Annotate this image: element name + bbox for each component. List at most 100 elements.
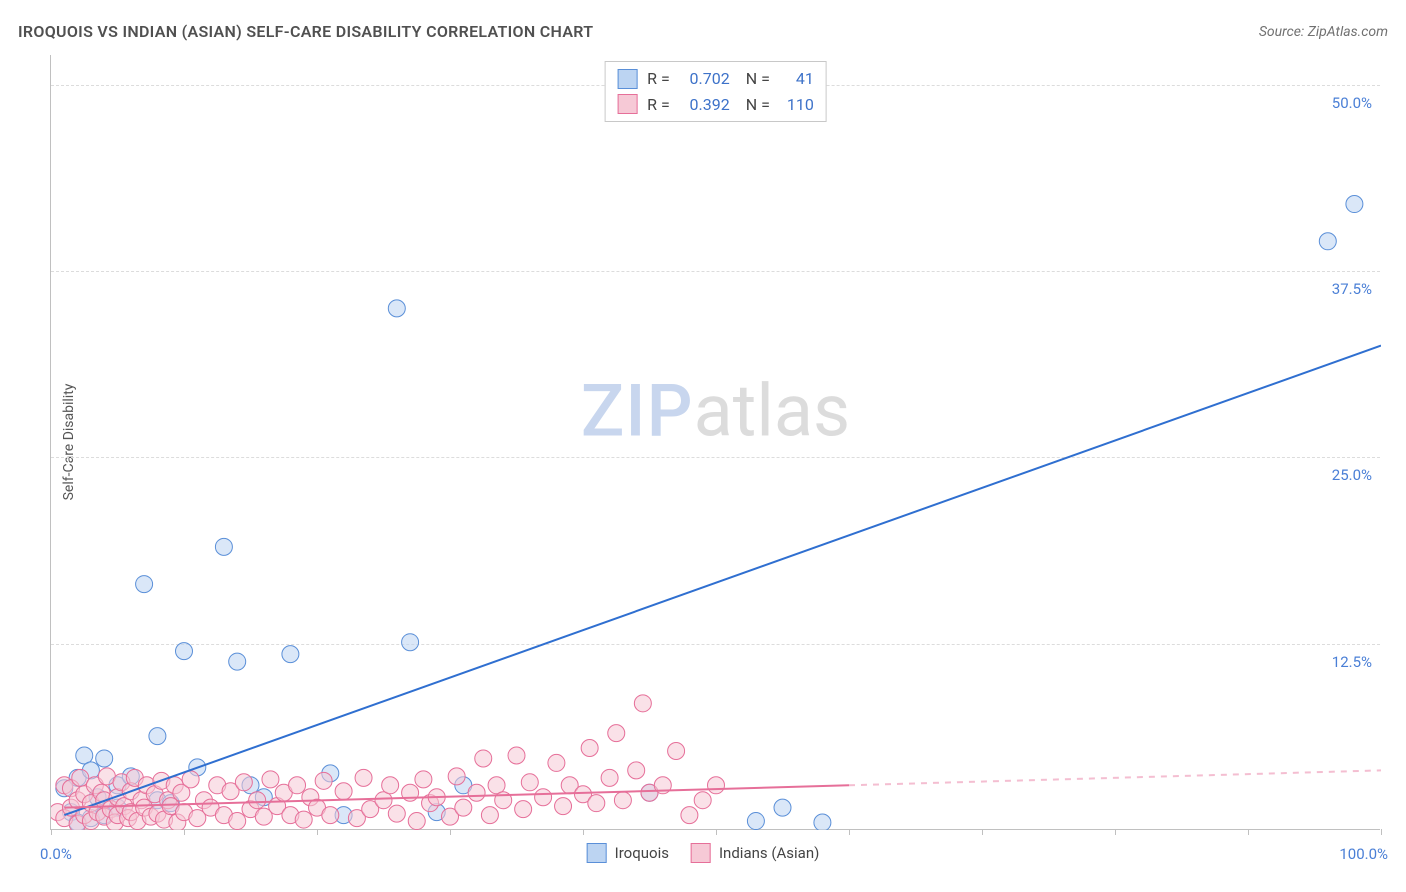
scatter-layer [51, 55, 1381, 830]
data-point [82, 810, 99, 827]
data-point [1319, 233, 1336, 250]
data-point [614, 792, 631, 809]
gridline-h [51, 271, 1380, 272]
data-point [69, 814, 86, 830]
data-point [355, 769, 372, 786]
data-point [608, 725, 625, 742]
chart-title: IROQUOIS VS INDIAN (ASIAN) SELF-CARE DIS… [18, 22, 593, 41]
x-tick [849, 829, 850, 835]
data-point [153, 772, 170, 789]
data-point [814, 814, 831, 830]
x-tick [583, 829, 584, 835]
data-point [422, 795, 439, 812]
data-point [634, 695, 651, 712]
data-point [62, 804, 79, 821]
legend-r-value: 0.392 [680, 92, 730, 118]
data-point [109, 789, 126, 806]
data-point [242, 801, 259, 818]
data-point [229, 813, 246, 830]
x-tick [184, 829, 185, 835]
source-label: Source: ZipAtlas.com [1259, 24, 1388, 40]
data-point [102, 801, 119, 818]
data-point [160, 792, 177, 809]
data-point [581, 740, 598, 757]
data-point [82, 813, 99, 830]
data-point [146, 786, 163, 803]
x-tick [51, 829, 52, 835]
trend-line [64, 785, 849, 807]
data-point [601, 769, 618, 786]
x-tick [1381, 829, 1382, 835]
data-point [113, 774, 130, 791]
data-point [495, 792, 512, 809]
legend-series: IroquoisIndians (Asian) [587, 843, 820, 863]
data-point [215, 807, 232, 824]
gridline-h [51, 644, 1380, 645]
watermark: ZIPatlas [581, 369, 850, 454]
data-point [82, 795, 99, 812]
data-point [76, 807, 93, 824]
data-point [122, 768, 139, 785]
legend-n-label: N = [746, 66, 770, 92]
data-point [708, 777, 725, 794]
data-point [138, 777, 155, 794]
gridline-h [51, 457, 1380, 458]
data-point [309, 799, 326, 816]
data-point [69, 816, 86, 830]
legend-swatch [617, 69, 637, 89]
data-point [269, 798, 286, 815]
legend-swatch [691, 843, 711, 863]
watermark-atlas: atlas [694, 369, 851, 454]
data-point [561, 777, 578, 794]
data-point [455, 777, 472, 794]
data-point [475, 750, 492, 767]
x-max-label: 100.0% [1339, 845, 1388, 863]
data-point [162, 795, 179, 812]
legend-n-value: 41 [780, 66, 814, 92]
data-point [109, 799, 126, 816]
data-point [428, 789, 445, 806]
data-point [641, 784, 658, 801]
data-point [448, 768, 465, 785]
y-tick-label: 50.0% [1332, 94, 1372, 112]
data-point [89, 789, 106, 806]
data-point [176, 804, 193, 821]
data-point [402, 784, 419, 801]
data-point [69, 792, 86, 809]
data-point [348, 810, 365, 827]
data-point [109, 807, 126, 824]
data-point [82, 762, 99, 779]
data-point [628, 762, 645, 779]
data-point [116, 798, 133, 815]
data-point [588, 795, 605, 812]
legend-r-label: R = [647, 66, 670, 92]
data-point [136, 799, 153, 816]
data-point [129, 813, 146, 830]
data-point [149, 792, 166, 809]
legend-correlation: R =0.702N =41R =0.392N =110 [604, 61, 827, 122]
data-point [122, 804, 139, 821]
data-point [335, 783, 352, 800]
data-point [76, 747, 93, 764]
data-point [555, 798, 572, 815]
data-point [508, 747, 525, 764]
data-point [382, 777, 399, 794]
data-point [76, 786, 93, 803]
data-point [109, 777, 126, 794]
legend-series-item: Indians (Asian) [691, 843, 819, 863]
data-point [89, 804, 106, 821]
data-point [488, 777, 505, 794]
data-point [468, 784, 485, 801]
data-point [189, 759, 206, 776]
watermark-zip: ZIP [581, 369, 694, 454]
data-point [136, 576, 153, 593]
data-point [62, 780, 79, 797]
data-point [96, 808, 113, 825]
data-point [694, 792, 711, 809]
data-point [1346, 196, 1363, 213]
data-point [235, 774, 252, 791]
data-point [668, 743, 685, 760]
data-point [481, 807, 498, 824]
data-point [96, 807, 113, 824]
data-point [202, 799, 219, 816]
